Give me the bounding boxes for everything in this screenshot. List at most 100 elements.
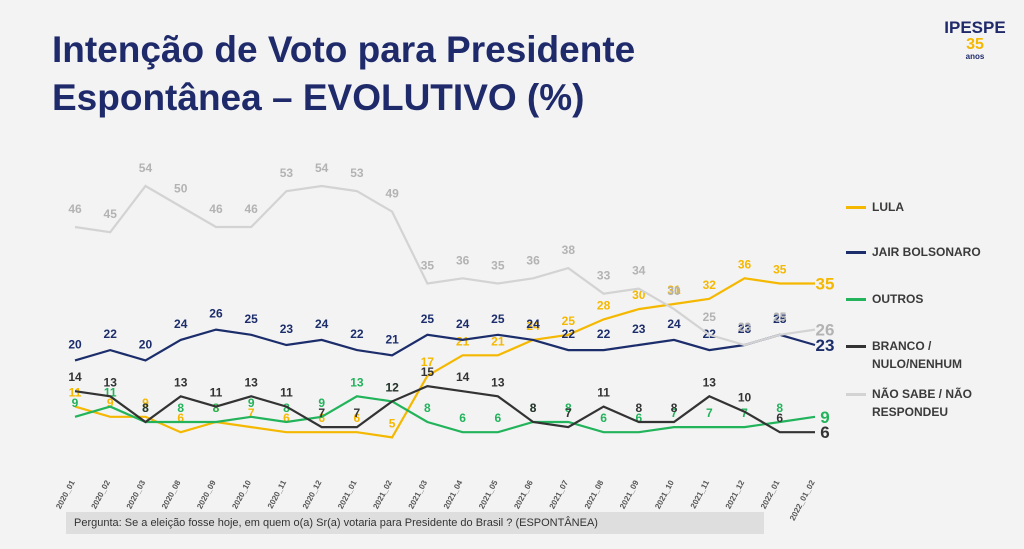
value-label: 8 bbox=[565, 401, 572, 415]
series-line bbox=[74, 277, 815, 439]
value-label: 11 bbox=[69, 386, 82, 400]
value-label: 22 bbox=[562, 327, 576, 341]
value-label: 36 bbox=[456, 253, 470, 267]
value-label: 23 bbox=[738, 322, 752, 336]
value-label: 6 bbox=[459, 411, 466, 425]
footnote: Pergunta: Se a eleição fosse hoje, em qu… bbox=[66, 512, 764, 534]
logo-name: IPESPE bbox=[944, 18, 1006, 37]
value-label: 25 bbox=[562, 314, 576, 328]
value-label-last: 9 bbox=[820, 408, 829, 427]
value-label: 9 bbox=[72, 396, 79, 410]
value-label: 6 bbox=[635, 411, 642, 425]
value-label: 35 bbox=[421, 258, 435, 272]
value-label: 21 bbox=[456, 334, 470, 348]
value-label: 13 bbox=[703, 375, 717, 389]
value-label: 33 bbox=[597, 269, 611, 283]
value-label: 35 bbox=[491, 258, 505, 272]
x-tick-label: 2021_04 bbox=[442, 478, 465, 510]
legend-label: LULA bbox=[872, 200, 904, 214]
value-label: 8 bbox=[213, 401, 220, 415]
value-label: 13 bbox=[104, 375, 118, 389]
x-tick-label: 2021_05 bbox=[477, 478, 500, 510]
value-label: 13 bbox=[174, 375, 188, 389]
value-label: 46 bbox=[68, 202, 82, 216]
x-tick-label: 2021_09 bbox=[618, 478, 641, 510]
value-label: 22 bbox=[597, 327, 611, 341]
legend-label: OUTROS bbox=[872, 292, 924, 306]
value-label: 23 bbox=[280, 322, 294, 336]
series-line bbox=[74, 395, 816, 434]
value-label: 30 bbox=[667, 284, 681, 298]
value-label: 11 bbox=[280, 386, 293, 400]
value-label: 35 bbox=[773, 262, 787, 276]
value-label: 7 bbox=[706, 406, 713, 420]
value-label: 6 bbox=[318, 411, 325, 425]
legend-swatch bbox=[846, 206, 866, 209]
x-tick-label: 2020_03 bbox=[125, 478, 148, 510]
value-label: 7 bbox=[248, 406, 255, 420]
value-label: 8 bbox=[424, 401, 431, 415]
value-label: 25 bbox=[491, 312, 505, 326]
value-label: 6 bbox=[354, 411, 361, 425]
value-label: 25 bbox=[773, 312, 787, 326]
value-label: 6 bbox=[776, 411, 783, 425]
x-tick-label: 2021_12 bbox=[724, 478, 747, 510]
legend-item: NÃO SABE / NÃO RESPONDEU bbox=[846, 385, 997, 421]
value-label: 22 bbox=[104, 327, 118, 341]
value-label: 22 bbox=[350, 327, 364, 341]
x-tick-label: 2021_11 bbox=[689, 478, 712, 510]
x-tick-label: 2020_11 bbox=[266, 478, 289, 510]
value-label: 14 bbox=[68, 370, 82, 384]
value-label: 38 bbox=[562, 243, 576, 257]
value-label: 25 bbox=[703, 310, 717, 324]
title-line: Intenção de Voto para Presidente bbox=[52, 29, 636, 70]
x-tick-label: 2020_10 bbox=[230, 478, 253, 510]
value-label: 21 bbox=[491, 334, 505, 348]
value-label: 8 bbox=[530, 401, 537, 415]
value-label: 24 bbox=[174, 317, 188, 331]
value-label: 10 bbox=[738, 391, 752, 405]
value-label: 13 bbox=[245, 375, 259, 389]
value-label: 12 bbox=[385, 380, 399, 394]
value-label: 7 bbox=[741, 406, 748, 420]
logo-number: 35 bbox=[966, 36, 984, 53]
value-label: 20 bbox=[139, 337, 153, 351]
value-label: 13 bbox=[350, 375, 364, 389]
value-label: 54 bbox=[139, 161, 153, 175]
value-label: 7 bbox=[565, 406, 572, 420]
value-label: 9 bbox=[142, 396, 149, 410]
value-label: 6 bbox=[600, 411, 607, 425]
value-label: 53 bbox=[280, 166, 294, 180]
x-tick-label: 2020_01 bbox=[54, 478, 77, 510]
value-label: 6 bbox=[495, 411, 502, 425]
legend-item: BRANCO / NULO/NENHUM bbox=[846, 337, 997, 373]
legend-swatch bbox=[846, 393, 866, 396]
value-label: 15 bbox=[421, 365, 435, 379]
x-tick-label: 2021_02 bbox=[371, 478, 394, 510]
value-label: 11 bbox=[210, 386, 223, 400]
value-label-last: 23 bbox=[816, 336, 835, 355]
x-tick-label: 2020_02 bbox=[89, 478, 112, 510]
value-label: 8 bbox=[776, 401, 783, 415]
value-label: 25 bbox=[421, 312, 435, 326]
value-label: 25 bbox=[773, 310, 787, 324]
x-tick-label: 2020_12 bbox=[301, 478, 324, 510]
legend-label: BRANCO / NULO/NENHUM bbox=[872, 339, 962, 371]
value-label: 8 bbox=[177, 401, 184, 415]
value-label: 50 bbox=[174, 182, 188, 196]
x-tick-label: 2022_01_02 bbox=[788, 478, 817, 522]
title: Intenção de Voto para Presidente Espontâ… bbox=[52, 26, 635, 122]
value-label: 7 bbox=[671, 406, 678, 420]
value-label: 46 bbox=[209, 202, 223, 216]
value-label: 23 bbox=[738, 320, 752, 334]
value-label: 21 bbox=[385, 332, 399, 346]
value-label: 6 bbox=[283, 411, 290, 425]
title-line: Espontânea – EVOLUTIVO (%) bbox=[52, 77, 585, 118]
value-label: 24 bbox=[315, 317, 329, 331]
value-label: 36 bbox=[738, 257, 752, 271]
value-label: 6 bbox=[177, 411, 184, 425]
value-label: 54 bbox=[315, 161, 329, 175]
legend-label: NÃO SABE / NÃO RESPONDEU bbox=[872, 387, 973, 419]
